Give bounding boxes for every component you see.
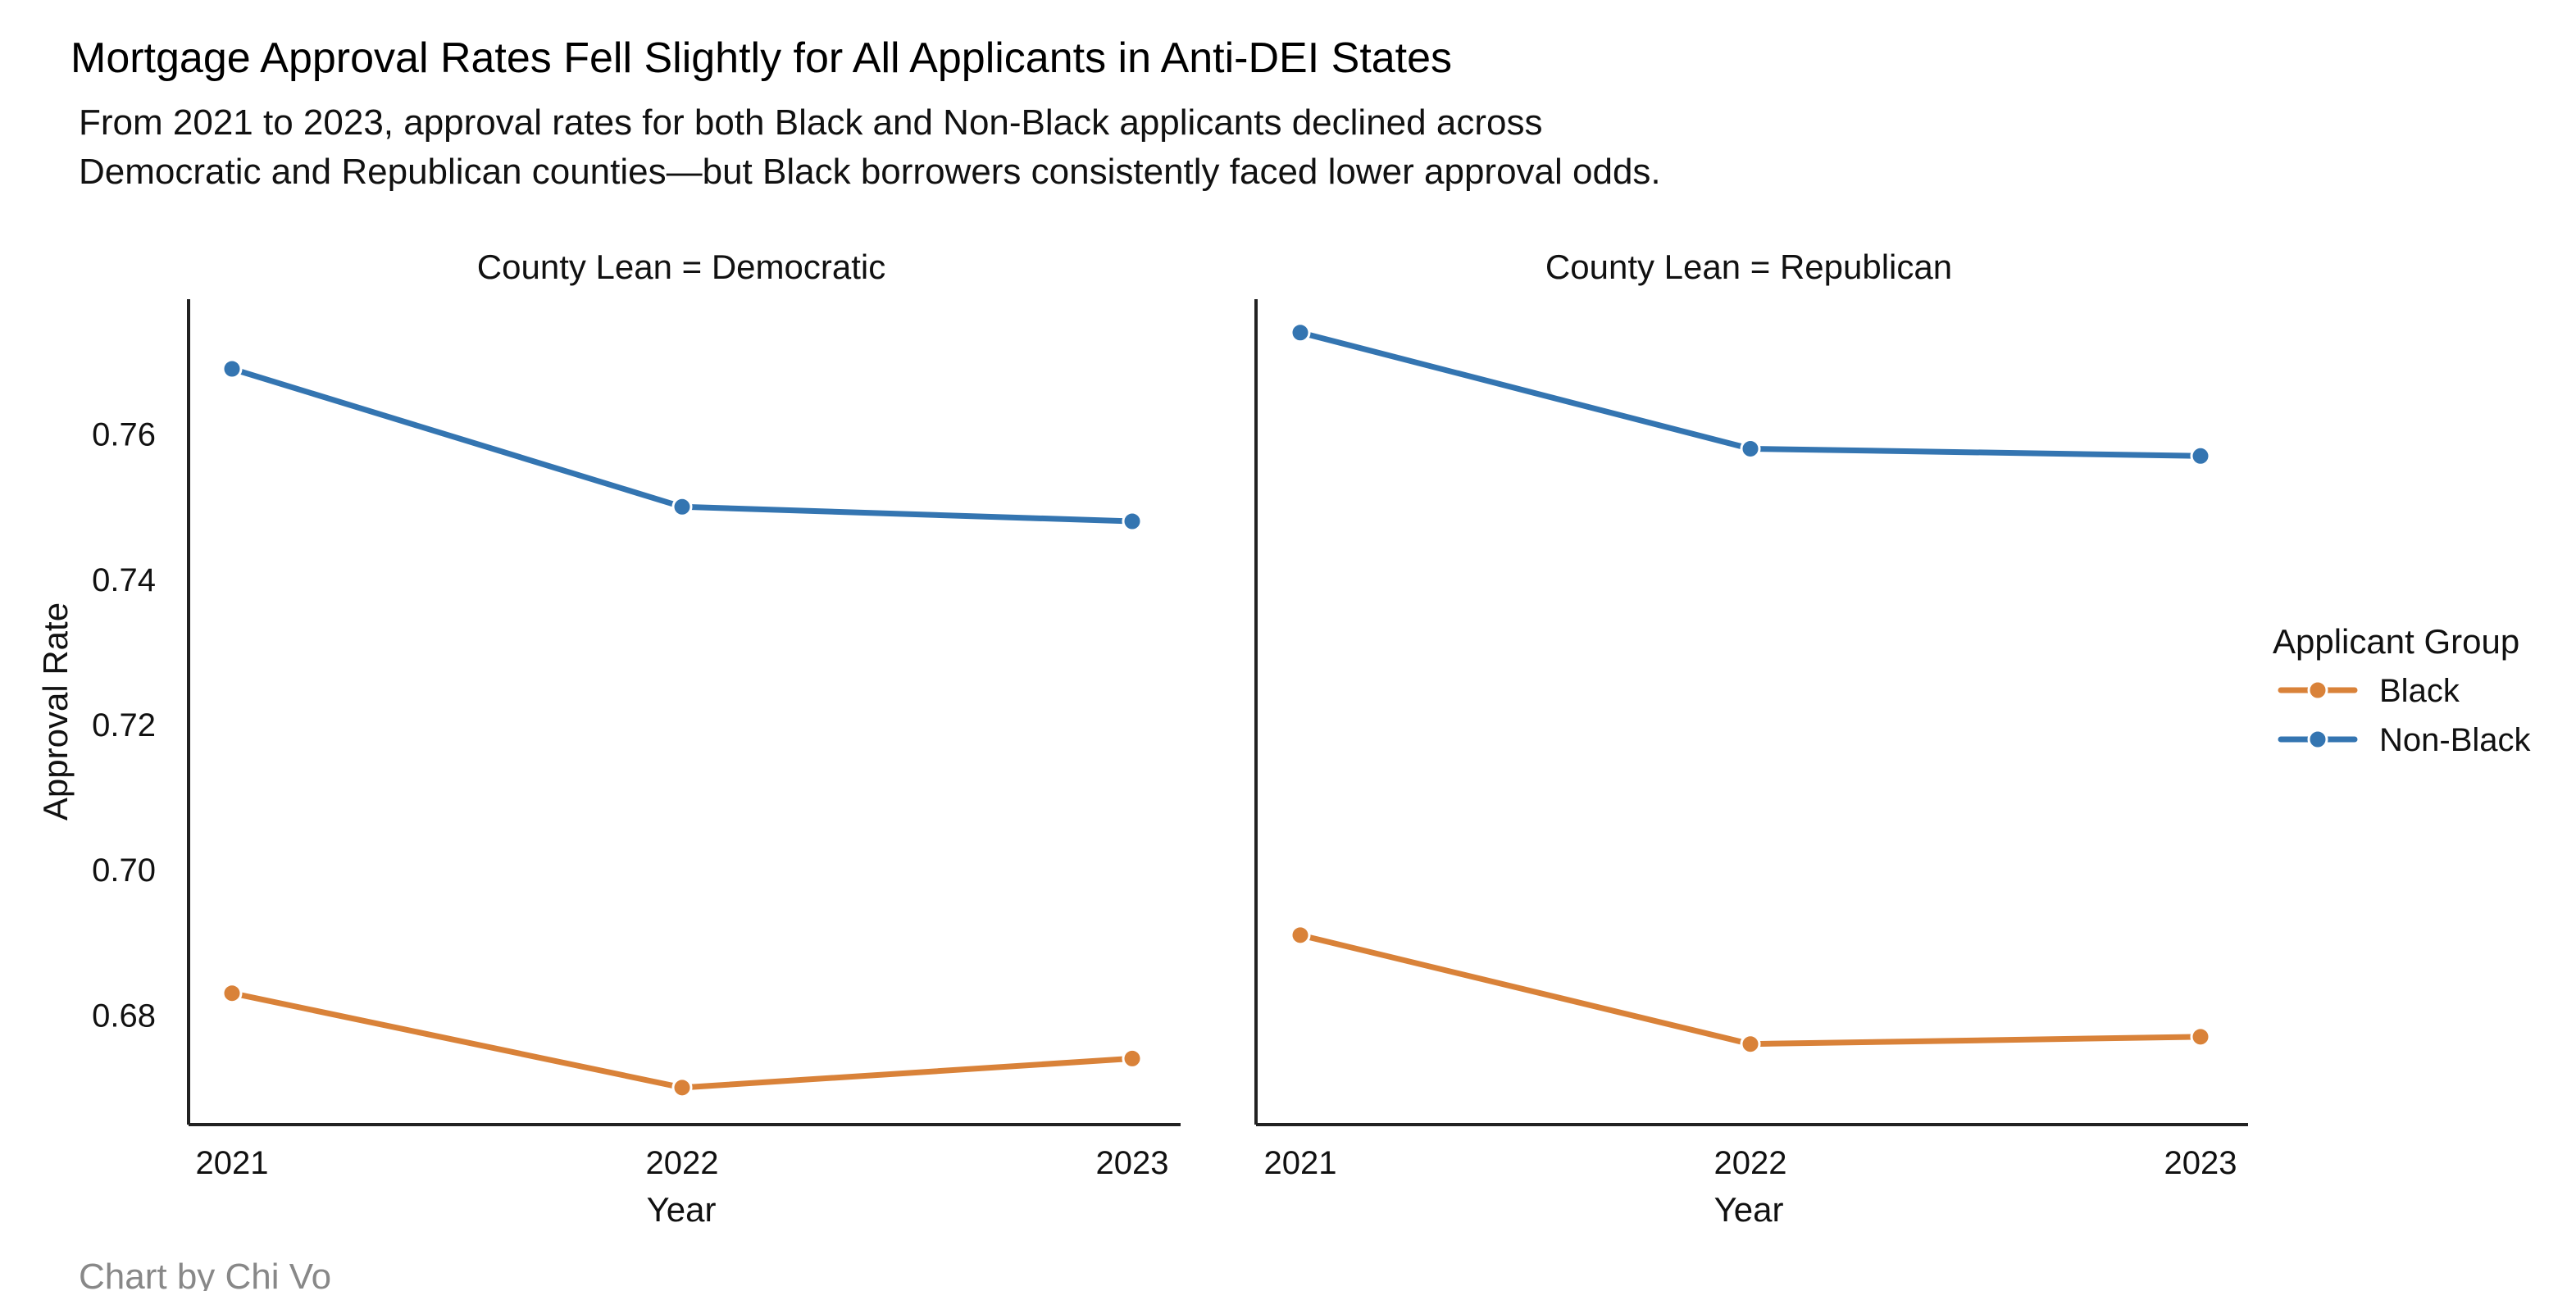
series-line-non-black-republican bbox=[1297, 330, 2204, 459]
data-point-black-2022-republican bbox=[1740, 1034, 1761, 1055]
data-point-non-black-2023-democratic bbox=[1122, 511, 1143, 532]
data-point-non-black-2023-republican bbox=[2190, 445, 2211, 466]
x-tick-label: 2023 bbox=[1096, 1145, 1169, 1181]
y-axis-label: Approval Rate bbox=[36, 602, 75, 821]
chart-caption: Chart by Chi Vo bbox=[79, 1257, 331, 1291]
chart-subtitle-line-2: Democratic and Republican counties—but B… bbox=[79, 152, 1661, 192]
data-point-non-black-2022-democratic bbox=[671, 496, 693, 517]
data-point-non-black-2022-republican bbox=[1740, 438, 1761, 459]
panel-title-democratic: County Lean = Democratic bbox=[477, 248, 885, 286]
chart-title: Mortgage Approval Rates Fell Slightly fo… bbox=[71, 34, 1452, 82]
legend-title: Applicant Group bbox=[2273, 622, 2519, 661]
chart-subtitle-line-1: From 2021 to 2023, approval rates for bo… bbox=[79, 102, 1542, 143]
series-line-black-democratic bbox=[229, 990, 1136, 1091]
x-tick-label: 2023 bbox=[2164, 1145, 2237, 1181]
legend: Applicant Group Black Non-Black bbox=[2273, 622, 2532, 758]
legend-label-non-black: Non-Black bbox=[2379, 722, 2532, 758]
x-axis-label-democratic: Year bbox=[647, 1190, 717, 1229]
y-tick-label: 0.68 bbox=[92, 998, 156, 1034]
data-point-non-black-2021-republican bbox=[1290, 322, 1311, 343]
legend-label-black: Black bbox=[2379, 673, 2460, 709]
y-tick-label: 0.72 bbox=[92, 707, 156, 743]
data-point-black-2022-democratic bbox=[671, 1077, 693, 1098]
x-tick-label: 2022 bbox=[646, 1145, 719, 1181]
data-point-black-2021-democratic bbox=[221, 983, 243, 1004]
y-tick-label: 0.70 bbox=[92, 852, 156, 889]
legend-marker-non-black bbox=[2307, 729, 2328, 750]
x-axis-label-republican: Year bbox=[1714, 1190, 1784, 1229]
y-tick-label: 0.74 bbox=[92, 562, 156, 598]
legend-marker-black bbox=[2307, 680, 2328, 701]
series-line-black-republican bbox=[1297, 932, 2204, 1048]
x-tick-label: 2021 bbox=[196, 1145, 269, 1181]
data-point-non-black-2021-democratic bbox=[221, 358, 243, 380]
x-tick-label: 2021 bbox=[1264, 1145, 1337, 1181]
y-tick-label: 0.76 bbox=[92, 417, 156, 453]
data-point-black-2023-republican bbox=[2190, 1026, 2211, 1048]
panel-republican: County Lean = Republican 2021 2022 2023 bbox=[1254, 248, 2248, 1181]
data-point-black-2023-democratic bbox=[1122, 1048, 1143, 1069]
panel-title-republican: County Lean = Republican bbox=[1545, 248, 1952, 286]
x-tick-label: 2022 bbox=[1714, 1145, 1787, 1181]
data-point-black-2021-republican bbox=[1290, 925, 1311, 946]
panel-democratic: County Lean = Democratic 0.68 0.70 0.72 0.7… bbox=[92, 248, 1181, 1181]
